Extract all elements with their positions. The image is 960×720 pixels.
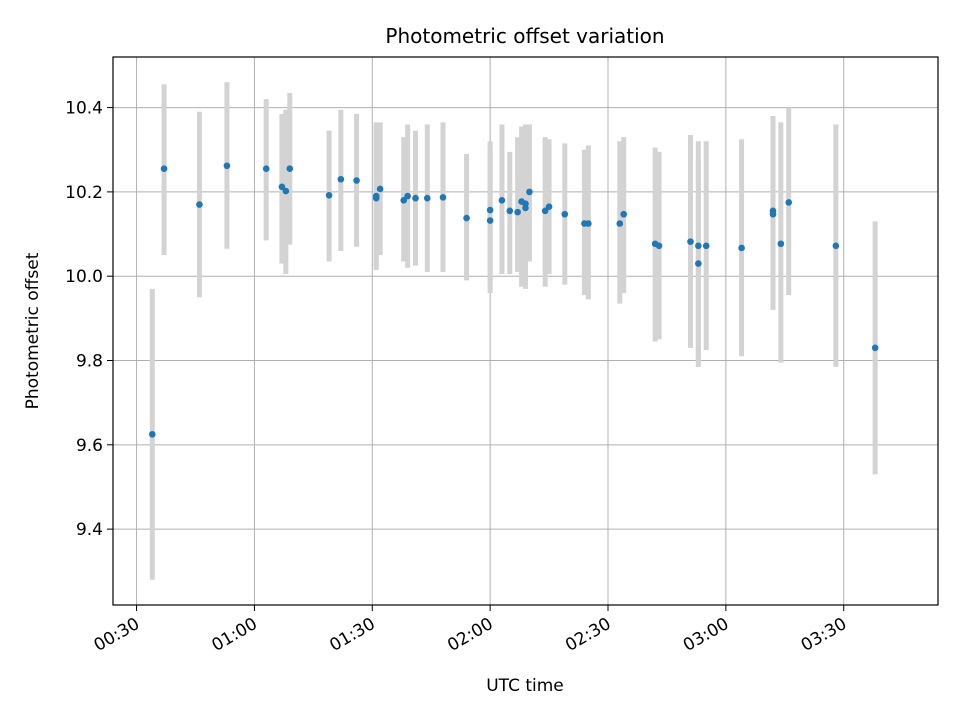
- data-point: [223, 162, 231, 170]
- data-point: [514, 208, 521, 216]
- data-point: [353, 177, 360, 184]
- plot-area-frame: [112, 56, 939, 606]
- data-point: [372, 194, 380, 202]
- data-point: [545, 203, 553, 210]
- x-axis-label: UTC time: [486, 676, 564, 696]
- y-tick-label: 9.4: [76, 520, 103, 540]
- y-tick-label: 9.6: [76, 436, 103, 456]
- data-point: [541, 207, 549, 215]
- y-tick-label: 10.4: [65, 99, 103, 119]
- data-point: [278, 183, 286, 191]
- data-point: [777, 240, 785, 248]
- data-point: [498, 197, 506, 204]
- data-point: [526, 188, 533, 196]
- y-axis-ticks: 9.4 9.6 9.8 10.0 10.2 10.4: [65, 99, 113, 540]
- data-point: [695, 260, 702, 267]
- data-point: [412, 194, 419, 202]
- data-point: [262, 165, 270, 173]
- data-point: [702, 242, 710, 250]
- data-points: [148, 162, 879, 438]
- y-tick-label: 9.8: [76, 352, 103, 372]
- data-point: [871, 344, 879, 352]
- data-point: [404, 192, 411, 200]
- y-tick-label: 10.0: [65, 267, 103, 287]
- y-axis-label: Photometric offset: [23, 252, 43, 409]
- chart-title: Photometric offset variation: [385, 24, 664, 48]
- data-point: [738, 244, 745, 252]
- data-point: [486, 206, 494, 214]
- data-point: [196, 201, 203, 208]
- data-point: [486, 217, 494, 224]
- data-point: [616, 220, 624, 227]
- y-tick-label: 10.2: [65, 183, 103, 203]
- data-point: [585, 220, 592, 227]
- data-point: [463, 214, 470, 222]
- data-point: [148, 430, 156, 438]
- data-point: [687, 238, 694, 245]
- data-point: [785, 199, 793, 206]
- data-point: [522, 200, 529, 207]
- data-point: [423, 194, 431, 202]
- data-point: [286, 165, 294, 173]
- data-point: [337, 175, 345, 183]
- data-point: [695, 242, 702, 250]
- data-point: [160, 165, 168, 173]
- data-point: [506, 207, 514, 215]
- data-point: [561, 210, 569, 218]
- data-point: [400, 197, 408, 204]
- data-point: [769, 210, 777, 218]
- data-point: [620, 210, 628, 218]
- data-point: [439, 194, 447, 201]
- data-point: [655, 242, 663, 250]
- data-point: [376, 185, 384, 193]
- data-point: [325, 191, 333, 199]
- data-point: [282, 187, 290, 195]
- data-point: [832, 242, 840, 250]
